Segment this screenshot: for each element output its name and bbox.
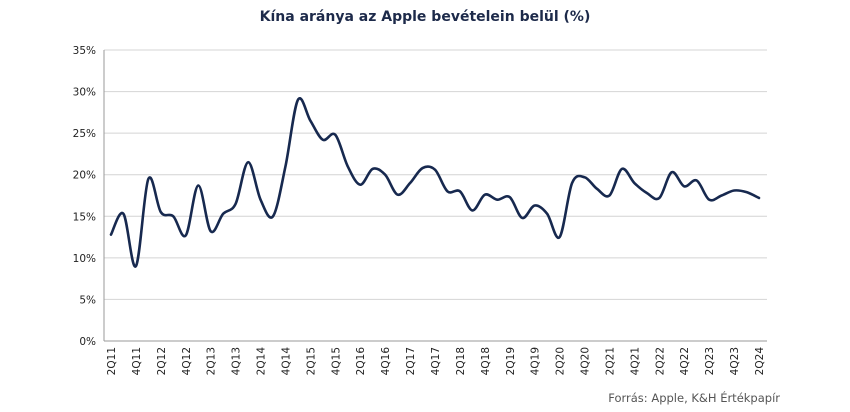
x-tick-label: 2Q23 — [704, 347, 716, 375]
y-tick-label: 10% — [73, 253, 96, 265]
x-tick-label: 4Q23 — [729, 347, 741, 375]
y-tick-label: 20% — [73, 170, 96, 182]
x-tick-label: 4Q20 — [580, 347, 592, 375]
x-tick-label: 4Q15 — [330, 347, 342, 375]
y-tick-label: 5% — [79, 294, 96, 306]
x-tick-label: 2Q21 — [604, 347, 616, 375]
y-tick-label: 15% — [73, 211, 96, 223]
x-tick-label: 2Q13 — [206, 347, 218, 375]
x-tick-label: 4Q14 — [280, 347, 292, 376]
x-tick-label: 2Q12 — [156, 347, 168, 375]
x-tick-label: 4Q17 — [430, 347, 442, 375]
x-axis: 2Q11 4Q11 2Q12 4Q12 2Q13 4Q13 2Q14 4Q14 2Q15 4Q15… — [104, 340, 767, 376]
x-tick-label: 4Q13 — [231, 347, 243, 375]
x-tick-label: 2Q17 — [405, 347, 417, 375]
series-line — [109, 97, 761, 268]
x-tick-label: 2Q19 — [505, 347, 517, 375]
x-tick-label: 4Q21 — [629, 347, 641, 375]
gridlines — [104, 49, 767, 300]
x-tick-label: 4Q16 — [380, 347, 392, 376]
y-tick-label: 25% — [73, 128, 96, 140]
x-tick-label: 2Q11 — [106, 347, 118, 375]
x-tick-label: 2Q18 — [455, 347, 467, 375]
y-tick-label: 30% — [73, 87, 96, 99]
x-tick-label: 4Q22 — [679, 347, 691, 375]
x-tick-label: 2Q24 — [754, 347, 766, 376]
chart-title: Kína aránya az Apple bevételein belül (%… — [259, 9, 591, 25]
y-tick-label: 0% — [79, 336, 96, 348]
x-tick-label: 2Q22 — [654, 347, 666, 375]
x-tick-label: 2Q15 — [305, 347, 317, 375]
x-tick-label: 2Q16 — [355, 347, 367, 376]
y-axis: 0% 5% 10% 15% 20% 25% 30% 35% — [73, 45, 105, 348]
x-tick-label: 4Q19 — [530, 347, 542, 375]
x-tick-label: 4Q18 — [480, 347, 492, 375]
x-tick-label: 2Q20 — [555, 347, 567, 375]
y-tick-label: 35% — [73, 45, 96, 57]
x-tick-label: 2Q14 — [256, 347, 268, 376]
source-note: Forrás: Apple, K&H Értékpapír — [608, 391, 780, 405]
x-tick-label: 4Q11 — [131, 347, 143, 375]
plot-area — [109, 97, 761, 268]
x-tick-label: 4Q12 — [181, 347, 193, 375]
